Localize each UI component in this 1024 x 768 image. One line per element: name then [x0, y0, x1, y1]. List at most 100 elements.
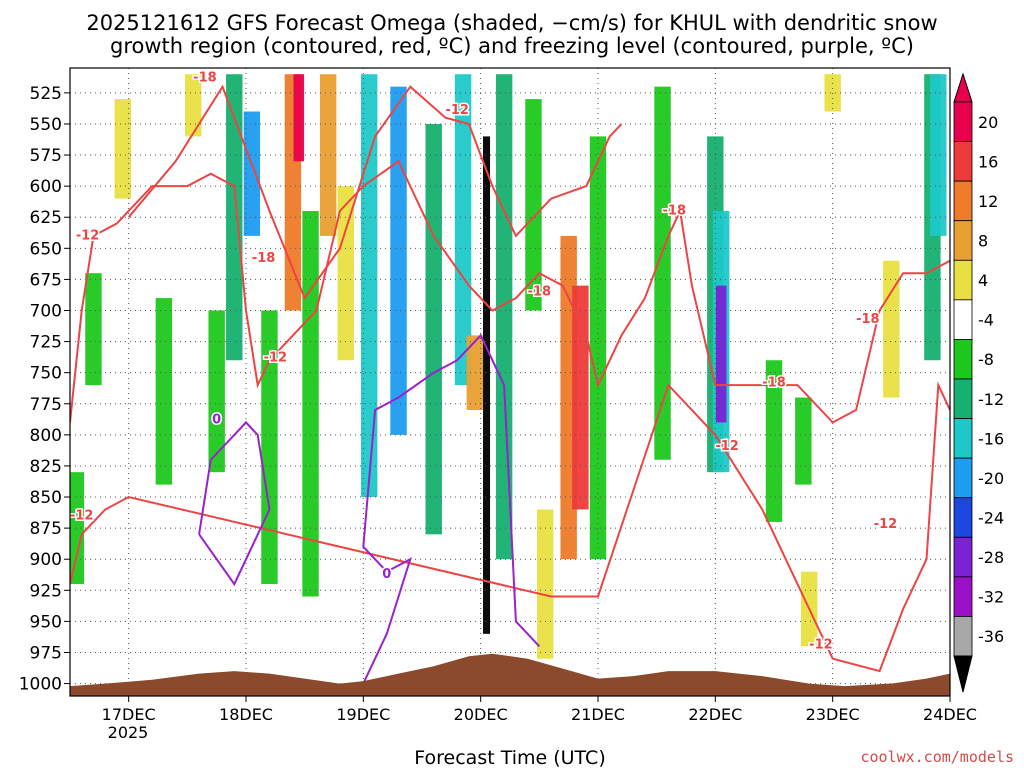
- freezing-contour-label-1: 0: [382, 567, 391, 582]
- dendritic-contour-label-5: -18: [528, 285, 552, 300]
- omega-region-26: [654, 86, 671, 460]
- omega-region-24: [572, 285, 589, 510]
- colorbar: 20 16 12 8 4 -4 -8 -12 -16 -20 -24 -28 -32 -36: [953, 72, 1004, 693]
- y-tick-label-525: 525: [30, 84, 62, 104]
- x-tick-label-23DEC: 23DEC: [806, 705, 860, 724]
- dendritic-contour-label-4: -12: [445, 103, 469, 118]
- colorbar-label-5: -4: [978, 311, 994, 330]
- dendritic-contour-label-6: -18: [663, 204, 687, 219]
- contour-lines: [70, 84, 950, 685]
- omega-region-17: [454, 74, 472, 386]
- omega-region-30: [765, 360, 783, 522]
- omega-region-20: [495, 74, 513, 560]
- omega-region-31: [795, 397, 812, 485]
- colorbar-label-0: 20: [978, 113, 998, 132]
- y-tick-label-850: 850: [30, 488, 62, 508]
- contour-series-1: [70, 159, 950, 424]
- omega-region-29: [715, 285, 727, 423]
- y-tick-label-950: 950: [30, 612, 62, 632]
- dendritic-contour-label-8: -12: [715, 439, 739, 454]
- plot-frame: [69, 67, 951, 697]
- y-tick-label-725: 725: [30, 333, 62, 353]
- colorbar-box-9: [953, 457, 973, 499]
- y-tick-label-575: 575: [30, 146, 62, 166]
- colorbar-box-12: [953, 576, 973, 617]
- x-tick-label-24DEC: 24DEC: [923, 705, 977, 724]
- omega-region-0: [70, 472, 85, 585]
- dendritic-contour-label-0: -18: [193, 71, 217, 86]
- colorbar-box-2: [953, 180, 973, 222]
- y-tick-label-800: 800: [30, 426, 62, 446]
- y-tick-label-750: 750: [30, 364, 62, 384]
- y-tick-label-675: 675: [30, 270, 62, 290]
- dendritic-contour-label-10: -12: [874, 517, 898, 532]
- y-tick-label-1000: 1000: [19, 675, 62, 695]
- contour-labels: -18 -12 -18 -12 -12 -18 -18 -18 -12 -18 -12 -12 -12 0…: [70, 69, 899, 654]
- colorbar-box-1: [953, 141, 973, 182]
- colorbar-top-arrow: [953, 72, 973, 103]
- y-tick-label-775: 775: [30, 395, 62, 415]
- dendritic-contour-label-11: -12: [809, 638, 833, 653]
- x-tick-label-21DEC: 21DEC: [571, 705, 625, 724]
- x-tick-label-17DEC: 17DEC: [102, 705, 156, 724]
- x-axis-label: Forecast Time (UTC): [414, 747, 605, 768]
- y-tick-label-825: 825: [30, 457, 62, 477]
- y-tick-label-650: 650: [30, 239, 62, 259]
- y-tick-label-550: 550: [30, 115, 62, 135]
- colorbar-label-6: -8: [978, 350, 994, 369]
- y-tick-label-625: 625: [30, 208, 62, 228]
- colorbar-box-6: [953, 339, 973, 380]
- colorbar-box-5: [953, 299, 973, 340]
- colorbar-box-0: [953, 101, 973, 142]
- colorbar-label-13: -36: [978, 627, 1004, 646]
- colorbar-label-7: -12: [978, 390, 1004, 409]
- omega-region-25: [589, 136, 607, 560]
- contour-series-0: [127, 84, 623, 301]
- dendritic-contour-label-2: -18: [252, 251, 276, 266]
- y-tick-label-875: 875: [30, 519, 62, 539]
- omega-region-12: [319, 74, 337, 236]
- omega-region-22: [536, 509, 554, 659]
- colorbar-box-4: [953, 259, 973, 301]
- omega-region-36: [930, 74, 947, 236]
- colorbar-label-12: -32: [978, 588, 1004, 607]
- chart-title-line-2: growth region (contoured, red, ºC) and f…: [110, 34, 914, 58]
- omega-region-7: [243, 111, 261, 236]
- omega-region-33: [824, 74, 841, 112]
- omega-region-5: [208, 310, 225, 473]
- omega-region-18: [466, 335, 484, 410]
- y-tick-label-925: 925: [30, 581, 62, 601]
- dendritic-contour-label-9: -18: [856, 312, 880, 327]
- omega-region-3: [155, 298, 173, 485]
- x-axis: 17DEC 18DEC 19DEC 20DEC 21DEC 22DEC 23DEC 24DEC: [102, 696, 977, 724]
- dendritic-contour-label-3: -12: [264, 350, 288, 365]
- contour-series-4: [362, 333, 541, 685]
- y-tick-label-600: 600: [30, 177, 62, 197]
- omega-region-16: [425, 123, 442, 535]
- x-tick-label-20DEC: 20DEC: [454, 705, 508, 724]
- contour-series-2: [70, 381, 950, 673]
- plot-area: -18 -12 -18 -12 -12 -18 -18 -18 -12 -18 -12 -12 -12 0…: [70, 68, 950, 696]
- x-tick-label-22DEC: 22DEC: [688, 705, 742, 724]
- colorbar-label-2: 12: [978, 192, 998, 211]
- omega-region-10: [293, 74, 305, 162]
- grid-lines: [70, 68, 950, 696]
- credit-text: coolwx.com/models: [860, 748, 1014, 766]
- colorbar-box-13: [953, 616, 973, 657]
- omega-region-21: [525, 99, 542, 311]
- y-tick-label-900: 900: [30, 550, 62, 570]
- omega-region-4: [184, 74, 202, 137]
- colorbar-box-10: [953, 497, 973, 538]
- omega-region-19: [483, 136, 491, 634]
- omega-region-15: [390, 86, 407, 435]
- omega-region-34: [883, 260, 900, 398]
- y-tick-label-975: 975: [30, 643, 62, 663]
- dendritic-contour-label-12: -12: [70, 508, 94, 523]
- y-tick-label-700: 700: [30, 301, 62, 321]
- omega-region-13: [337, 186, 354, 361]
- colorbar-bottom-arrow: [953, 655, 973, 693]
- colorbar-label-3: 8: [978, 232, 988, 251]
- colorbar-label-9: -20: [978, 469, 1004, 488]
- colorbar-label-1: 16: [978, 152, 998, 171]
